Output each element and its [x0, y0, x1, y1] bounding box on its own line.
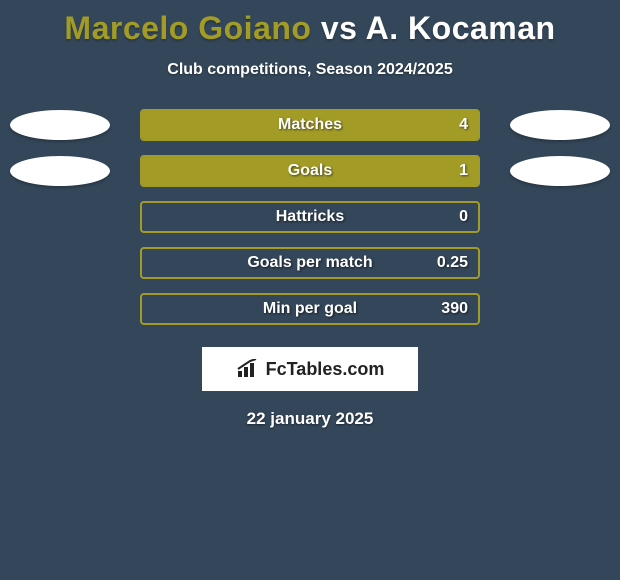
page-title: Marcelo Goiano vs A. Kocaman: [0, 0, 620, 47]
stat-bar: Goals per match0.25: [140, 247, 480, 279]
stat-bar: Min per goal390: [140, 293, 480, 325]
brand-text: FcTables.com: [266, 359, 385, 380]
right-dot: [510, 110, 610, 140]
stat-bar: Hattricks0: [140, 201, 480, 233]
stat-row: Goals1: [0, 155, 620, 187]
vs-text: vs: [321, 10, 358, 46]
stat-label: Min per goal: [142, 295, 478, 323]
stat-label: Goals: [142, 157, 478, 185]
player2-name: A. Kocaman: [366, 10, 556, 46]
bar-chart-icon: [236, 359, 260, 379]
stat-bar: Goals1: [140, 155, 480, 187]
stat-row: Min per goal390: [0, 293, 620, 325]
stat-bar: Matches4: [140, 109, 480, 141]
stat-value: 0.25: [437, 249, 468, 277]
right-dot: [510, 156, 610, 186]
stat-value: 4: [459, 111, 468, 139]
player1-name: Marcelo Goiano: [64, 10, 311, 46]
stat-label: Matches: [142, 111, 478, 139]
stat-value: 1: [459, 157, 468, 185]
stat-value: 390: [441, 295, 468, 323]
snapshot-date: 22 january 2025: [0, 409, 620, 429]
brand-logo[interactable]: FcTables.com: [202, 347, 418, 391]
stat-row: Goals per match0.25: [0, 247, 620, 279]
stat-label: Hattricks: [142, 203, 478, 231]
stat-row: Matches4: [0, 109, 620, 141]
stat-value: 0: [459, 203, 468, 231]
stat-label: Goals per match: [142, 249, 478, 277]
subtitle: Club competitions, Season 2024/2025: [0, 61, 620, 79]
left-dot: [10, 110, 110, 140]
left-dot: [10, 156, 110, 186]
stats-comparison: Matches4Goals1Hattricks0Goals per match0…: [0, 109, 620, 325]
stat-row: Hattricks0: [0, 201, 620, 233]
